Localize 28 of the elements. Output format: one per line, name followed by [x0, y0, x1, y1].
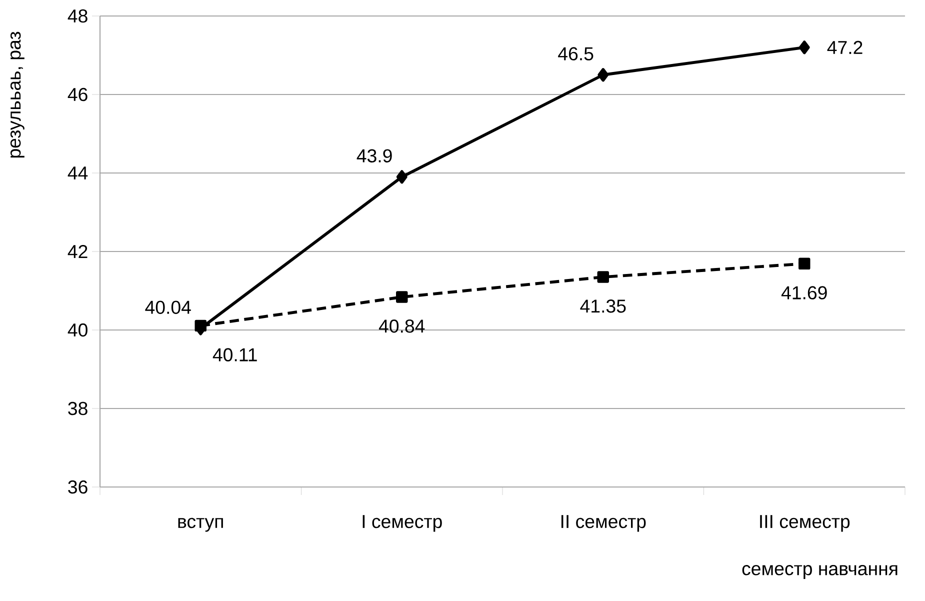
point [598, 68, 609, 82]
point [194, 320, 206, 332]
point [798, 40, 810, 54]
data-label: 41.35 [580, 299, 626, 313]
y-tick-label: 38 [68, 402, 88, 416]
y-tick-label: 40 [68, 323, 88, 337]
x-tick-label: III семестр [760, 515, 850, 532]
x-axis-title: семестр навчання [742, 565, 898, 579]
data-label: 43.9 [356, 149, 392, 162]
data-label: 41.69 [781, 286, 827, 300]
point [798, 258, 810, 270]
data-label: 40.11 [212, 348, 257, 362]
point [396, 291, 408, 303]
y-tick-label: 46 [68, 88, 88, 102]
y-tick-label: 48 [68, 9, 88, 23]
data-label: 47.2 [827, 40, 862, 54]
y-tick-label: 42 [68, 244, 88, 258]
point [396, 170, 408, 184]
x-tick-label: I семестр [362, 515, 442, 532]
data-label: 46.5 [558, 47, 594, 60]
y-tick-label: 44 [68, 166, 88, 180]
data-label: 40.04 [145, 300, 191, 314]
x-tick-label: II семестр [561, 515, 646, 532]
y-axis-title: резулььаь, раз [10, 32, 24, 158]
x-tick-label: вступ [178, 518, 223, 532]
y-tick-label: 36 [68, 480, 88, 494]
data-label: 40.84 [378, 320, 425, 333]
point [597, 271, 609, 283]
